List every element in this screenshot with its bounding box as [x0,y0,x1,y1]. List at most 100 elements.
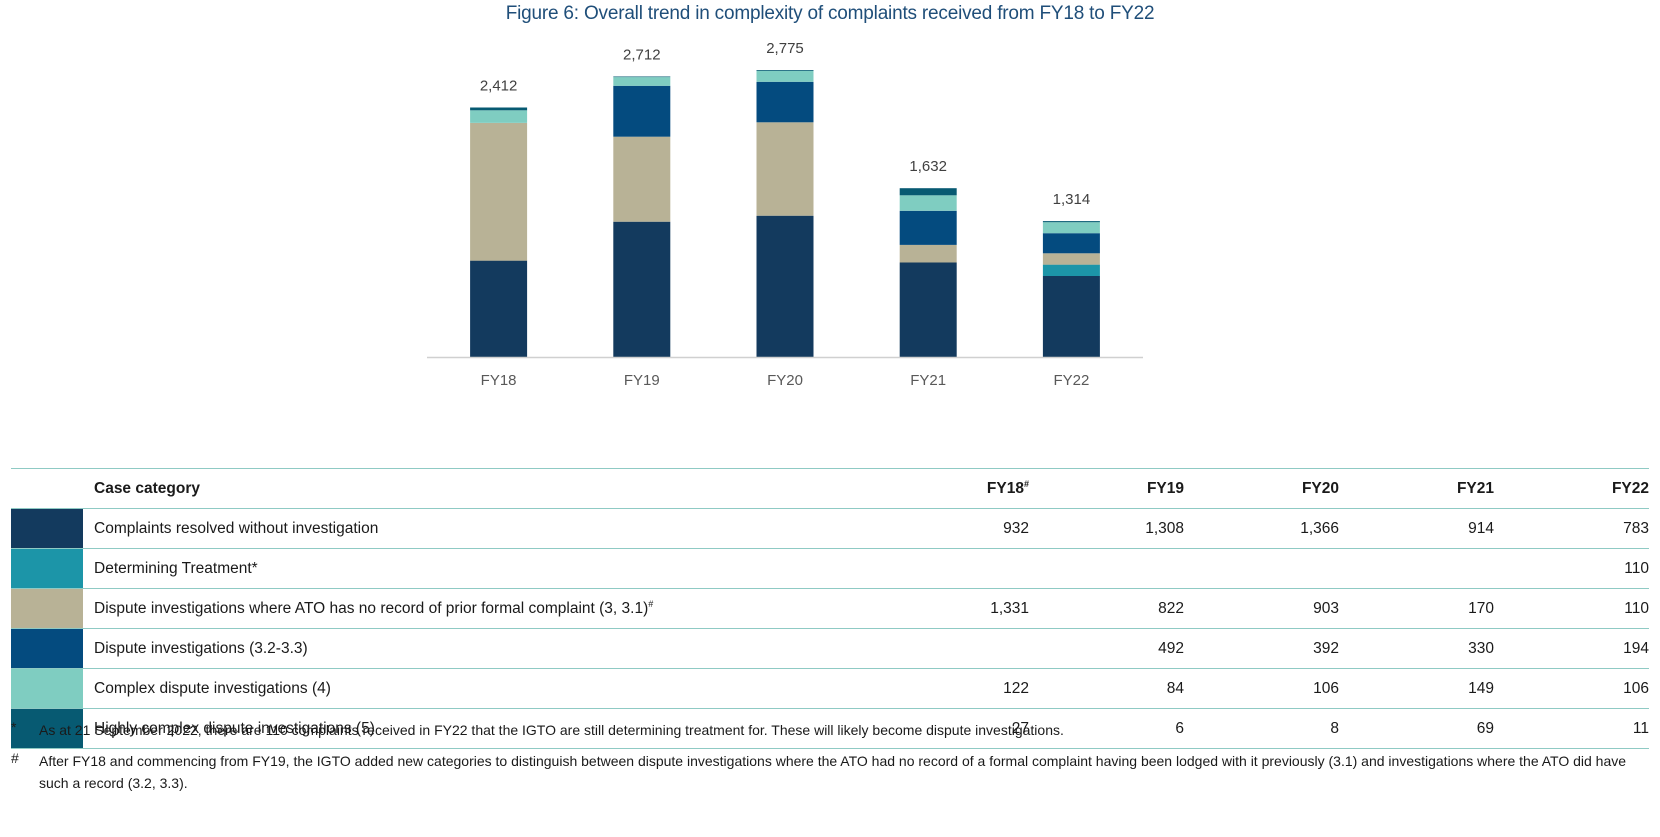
value-cell: 27 [858,708,1029,749]
bar-segment [899,188,957,196]
table-row: Determining Treatment* 110 [11,548,1649,589]
legend-swatch [11,588,83,629]
value-cell: 194 [1494,628,1649,669]
value-cell: 1,331 [858,588,1029,629]
bar-segment [613,85,671,137]
value-cell: 392 [1184,628,1339,669]
value-cell: 8 [1184,708,1339,749]
value-cell: 122 [858,668,1029,709]
category-label: Complaints resolved without investigatio… [83,508,858,549]
category-label: Determining Treatment* [83,548,858,589]
total-label: 1,314 [1053,191,1091,208]
bar-stack-fy22 [1042,221,1100,357]
value-cell: 1,308 [1029,508,1184,549]
bar-segment [899,262,957,357]
bar-segment [613,221,671,357]
value-cell: 69 [1339,708,1494,749]
x-tick-label: FY20 [767,372,803,389]
bar-segment [756,215,814,357]
total-label: 1,632 [909,158,947,175]
category-label: Dispute investigations (3.2-3.3) [83,628,858,669]
x-tick-labels: FY18 FY19 FY20 FY21 FY22 [481,372,1090,389]
bar-stack-fy20 [756,70,814,357]
value-cell: 11 [1494,708,1649,749]
bar-segment [1042,233,1100,254]
value-cell: 149 [1339,668,1494,709]
footnote-asterisk: * As at 21 September 2022, there are 110… [11,719,1651,741]
category-label: Dispute investigations where ATO has no … [83,588,858,629]
value-cell: 822 [1029,588,1184,629]
bar-segment [470,110,528,123]
value-cell: 84 [1029,668,1184,709]
swatch-header [11,468,83,509]
year-header: FY19 [1029,468,1184,509]
value-cell: 330 [1339,628,1494,669]
value-cell: 6 [1029,708,1184,749]
value-cell: 110 [1494,588,1649,629]
table-row: Complex dispute investigations (4) 122 84 1… [11,668,1649,709]
year-header: FY21 [1339,468,1494,509]
category-label: Highly complex dispute investigations (5… [83,708,858,749]
bar-segment [756,122,814,216]
bar-segment [899,244,957,263]
value-cell: 110 [1494,548,1649,589]
legend-swatch [11,628,83,669]
bar-segment [756,81,814,123]
table-header-row: Case category FY18# FY19 FY20 FY21 FY22 [11,468,1649,509]
category-header: Case category [83,468,858,509]
bar-segment [470,107,528,111]
bar-segment [899,195,957,211]
bar-stack-fy19 [613,76,671,357]
value-cell [1184,548,1339,589]
value-cell: 914 [1339,508,1494,549]
x-tick-label: FY22 [1053,372,1089,389]
bar-segment [1042,276,1100,357]
legend-swatch [11,668,83,709]
bar-segment [613,76,671,78]
year-header: FY20 [1184,468,1339,509]
year-header: FY18# [858,468,1029,509]
bar-segment [756,70,814,82]
bar-segment [756,70,814,71]
footnote-symbol: * [11,719,17,735]
value-cell: 932 [858,508,1029,549]
bar-groups [470,70,1100,357]
bar-segment [899,210,957,245]
table-row: Highly complex dispute investigations (5… [11,708,1649,749]
value-cell [858,548,1029,589]
table-row: Dispute investigations where ATO has no … [11,588,1649,629]
chart-title: Figure 6: Overall trend in complexity of… [505,3,1155,24]
table-row: Dispute investigations (3.2-3.3) 492 392 33… [11,628,1649,669]
total-label: 2,712 [623,47,661,64]
bar-segment [470,123,528,261]
legend-swatch [11,508,83,549]
bar-segment [1042,253,1100,265]
value-cell: 492 [1029,628,1184,669]
bar-segment [1042,222,1100,234]
bar-segment [1042,264,1100,276]
bar-segment [613,136,671,222]
total-label: 2,775 [766,40,804,57]
footnote-symbol: # [11,750,19,766]
value-cell [1339,548,1494,589]
category-label: Complex dispute investigations (4) [83,668,858,709]
value-cell: 903 [1184,588,1339,629]
value-cell: 170 [1339,588,1494,629]
x-tick-label: FY21 [910,372,946,389]
value-cell: 1,366 [1184,508,1339,549]
legend-swatch [11,548,83,589]
footnote-text: After FY18 and commencing from FY19, the… [39,753,1627,791]
bar-stack-fy18 [470,107,528,357]
value-cell: 106 [1494,668,1649,709]
data-table: Case category FY18# FY19 FY20 FY21 FY22 … [11,468,1649,749]
legend-swatch [11,708,83,749]
bar-segment [613,77,671,86]
table-row: Complaints resolved without investigatio… [11,508,1649,549]
value-cell [1029,548,1184,589]
stacked-bar-chart: FY18 FY19 FY20 FY21 FY22 2,412 2,712 2,775 1,63… [427,40,1143,389]
value-cell [858,628,1029,669]
x-tick-label: FY19 [624,372,660,389]
bar-stack-fy21 [899,188,957,357]
bar-segment [470,260,528,357]
value-cell: 783 [1494,508,1649,549]
